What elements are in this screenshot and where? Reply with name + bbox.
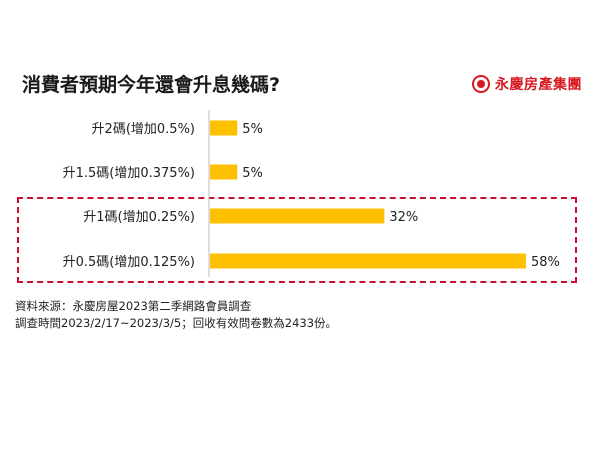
category-label: 升2碼(增加0.5%): [92, 122, 195, 137]
category-label: 升1.5碼(增加0.375%): [63, 166, 195, 181]
chart-title: 消費者預期今年還會升息幾碼?: [22, 74, 281, 96]
data-label: 5%: [242, 122, 263, 137]
highlight-box: [17, 197, 577, 283]
bar: [210, 208, 385, 224]
bar: [210, 253, 526, 269]
data-label: 58%: [531, 255, 560, 270]
brand-logo: 永慶房產集團: [472, 74, 582, 94]
category-label: 升1碼(增加0.25%): [83, 210, 195, 225]
bar: [210, 120, 238, 136]
source-line-2: 調查時間2023/2/17~2023/3/5；回收有效問卷數為2433份。: [15, 316, 338, 330]
category-label: 升0.5碼(增加0.125%): [63, 255, 195, 270]
data-label: 32%: [389, 210, 418, 225]
source-line-1: 資料來源：永慶房屋2023第二季網路會員調查: [15, 299, 252, 313]
source-note: 資料來源：永慶房屋2023第二季網路會員調查 調查時間2023/2/17~202…: [15, 298, 337, 332]
data-label: 5%: [242, 166, 263, 181]
bar: [210, 164, 238, 180]
brand-logo-icon: [472, 75, 490, 93]
brand-name: 永慶房產集團: [495, 77, 582, 93]
